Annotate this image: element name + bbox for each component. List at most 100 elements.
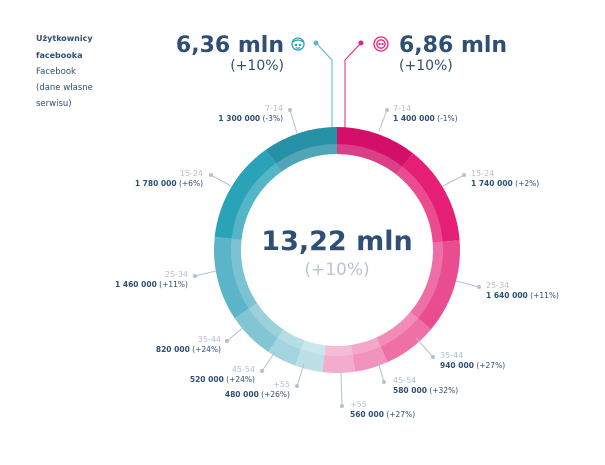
- leader-dot-men-25-34: [193, 274, 197, 278]
- segment-women-7-14: [337, 127, 413, 175]
- leader-line-women-35-44: [415, 337, 434, 358]
- segment-inner-band-women-55plus55: [324, 344, 353, 357]
- value-change: (+24%): [190, 345, 221, 354]
- age-label-men-55plus55: +55: [273, 380, 290, 389]
- age-label-women-55plus55: +55: [350, 400, 367, 409]
- men-total: 6,36 mln: [176, 33, 284, 58]
- segment-men-15-24: [214, 149, 282, 240]
- women-change: (+10%): [399, 58, 453, 74]
- leader-line-women-45-54: [377, 360, 385, 383]
- leader-line-men-45-54: [261, 351, 276, 372]
- source-note: Użytkownicy facebooka Facebook (dane wła…: [36, 34, 93, 109]
- segment-men-35-44: [234, 303, 284, 352]
- segment-inner-band-women-45-54: [351, 337, 381, 355]
- value-label-women-15-24: 1 740 000 (+2%): [471, 179, 539, 188]
- value-label-women-7-14: 1 400 000 (-1%): [393, 114, 458, 123]
- value-number: 1 780 000: [135, 179, 177, 188]
- value-change: (-1%): [435, 114, 458, 123]
- leader-dot-women-15-24: [462, 173, 466, 177]
- segment-inner-band-women-35-44: [376, 311, 419, 347]
- note-source: Facebook: [36, 67, 76, 77]
- age-label-men-35-44: 35-44: [198, 335, 221, 344]
- age-label-women-25-34: 25-34: [486, 281, 509, 290]
- leader-dot-women-55plus55: [340, 404, 344, 408]
- female-face-icon: [373, 36, 389, 52]
- segment-inner-band-men-25-34: [231, 238, 258, 309]
- leader-dot-women-25-34: [477, 285, 481, 289]
- men-connector: [313, 40, 333, 128]
- value-number: 580 000: [393, 386, 427, 395]
- segment-inner-band-men-55plus55: [300, 340, 326, 356]
- segment-women-35-44: [376, 311, 431, 363]
- leader-line-men-15-24: [210, 174, 232, 187]
- value-label-men-25-34: 1 460 000 (+11%): [115, 280, 188, 289]
- leader-dot-men-55plus55: [295, 384, 299, 388]
- segment-women-15-24: [396, 153, 460, 243]
- value-label-men-15-24: 1 780 000 (+6%): [135, 179, 203, 188]
- value-change: (+27%): [474, 361, 505, 370]
- leader-line-men-35-44: [226, 325, 246, 342]
- age-label-women-35-44: 35-44: [440, 351, 463, 360]
- women-connector: [344, 40, 364, 128]
- age-label-men-7-14: 7-14: [265, 104, 283, 113]
- segment-men-25-34: [213, 236, 258, 319]
- segment-inner-band-women-15-24: [396, 166, 443, 243]
- leader-line-women-55plus55: [340, 370, 343, 407]
- note-title-1: Użytkownicy: [36, 34, 93, 43]
- value-label-women-45-54: 580 000 (+32%): [393, 386, 458, 395]
- segment-inner-band-men-35-44: [248, 303, 284, 338]
- value-label-men-7-14: 1 300 000 (-3%): [218, 114, 283, 123]
- age-label-women-15-24: 15-24: [471, 169, 494, 178]
- value-change: (+11%): [157, 280, 188, 289]
- value-label-women-25-34: 1 640 000 (+11%): [486, 291, 559, 300]
- leader-dot-women-35-44: [431, 355, 435, 359]
- leader-line-men-7-14: [289, 109, 298, 134]
- value-number: 940 000: [440, 361, 474, 370]
- value-number: 820 000: [156, 345, 190, 354]
- segment-inner-band-men-7-14: [275, 144, 337, 172]
- center-change: (+10%): [304, 260, 369, 280]
- segment-inner-band-women-7-14: [337, 144, 403, 175]
- male-face-icon: [291, 37, 305, 51]
- value-change: (+2%): [513, 179, 539, 188]
- note-title-2: facebooka: [36, 51, 82, 60]
- leader-dot-women-7-14: [385, 108, 389, 112]
- note-source-3: serwisu): [36, 99, 72, 109]
- leader-line-men-55plus55: [296, 363, 305, 387]
- value-change: (+11%): [528, 291, 559, 300]
- women-total: 6,86 mln: [399, 33, 507, 58]
- segment-men-55plus55: [295, 340, 326, 373]
- age-label-women-45-54: 45-54: [393, 376, 416, 385]
- leader-dot-men-7-14: [288, 108, 292, 112]
- segment-labels: 7-141 400 000 (-1%)15-241 740 000 (+2%)2…: [115, 104, 559, 419]
- segment-men-7-14: [265, 127, 337, 172]
- note-source-2: (dane własne: [36, 83, 93, 93]
- segment-women-25-34: [410, 240, 460, 330]
- leader-lines: [193, 108, 481, 408]
- leader-line-women-15-24: [442, 174, 465, 187]
- value-label-men-35-44: 820 000 (+24%): [156, 345, 221, 354]
- leader-line-women-7-14: [378, 109, 388, 132]
- leader-dot-men-45-54: [260, 369, 264, 373]
- leader-dot-men-35-44: [225, 339, 229, 343]
- age-label-women-7-14: 7-14: [393, 104, 411, 113]
- value-change: (+32%): [427, 386, 458, 395]
- age-label-men-15-24: 15-24: [180, 169, 203, 178]
- leader-dot-women-45-54: [382, 380, 386, 384]
- leader-dot-men-15-24: [209, 173, 213, 177]
- donut-segments: [213, 127, 460, 373]
- value-label-women-55plus55: 560 000 (+27%): [350, 410, 415, 419]
- segment-inner-band-women-25-34: [410, 241, 443, 319]
- men-change: (+10%): [230, 58, 284, 74]
- segment-women-55plus55: [322, 344, 356, 373]
- value-number: 480 000: [225, 390, 259, 399]
- value-change: (+26%): [259, 390, 290, 399]
- segment-men-45-54: [268, 329, 305, 366]
- leader-line-men-25-34: [194, 270, 217, 277]
- value-number: 1 740 000: [471, 179, 513, 188]
- value-number: 1 460 000: [115, 280, 157, 289]
- age-label-men-25-34: 25-34: [165, 270, 188, 279]
- value-change: (+27%): [384, 410, 415, 419]
- segment-inner-band-men-45-54: [277, 329, 305, 350]
- value-number: 1 300 000: [218, 114, 260, 123]
